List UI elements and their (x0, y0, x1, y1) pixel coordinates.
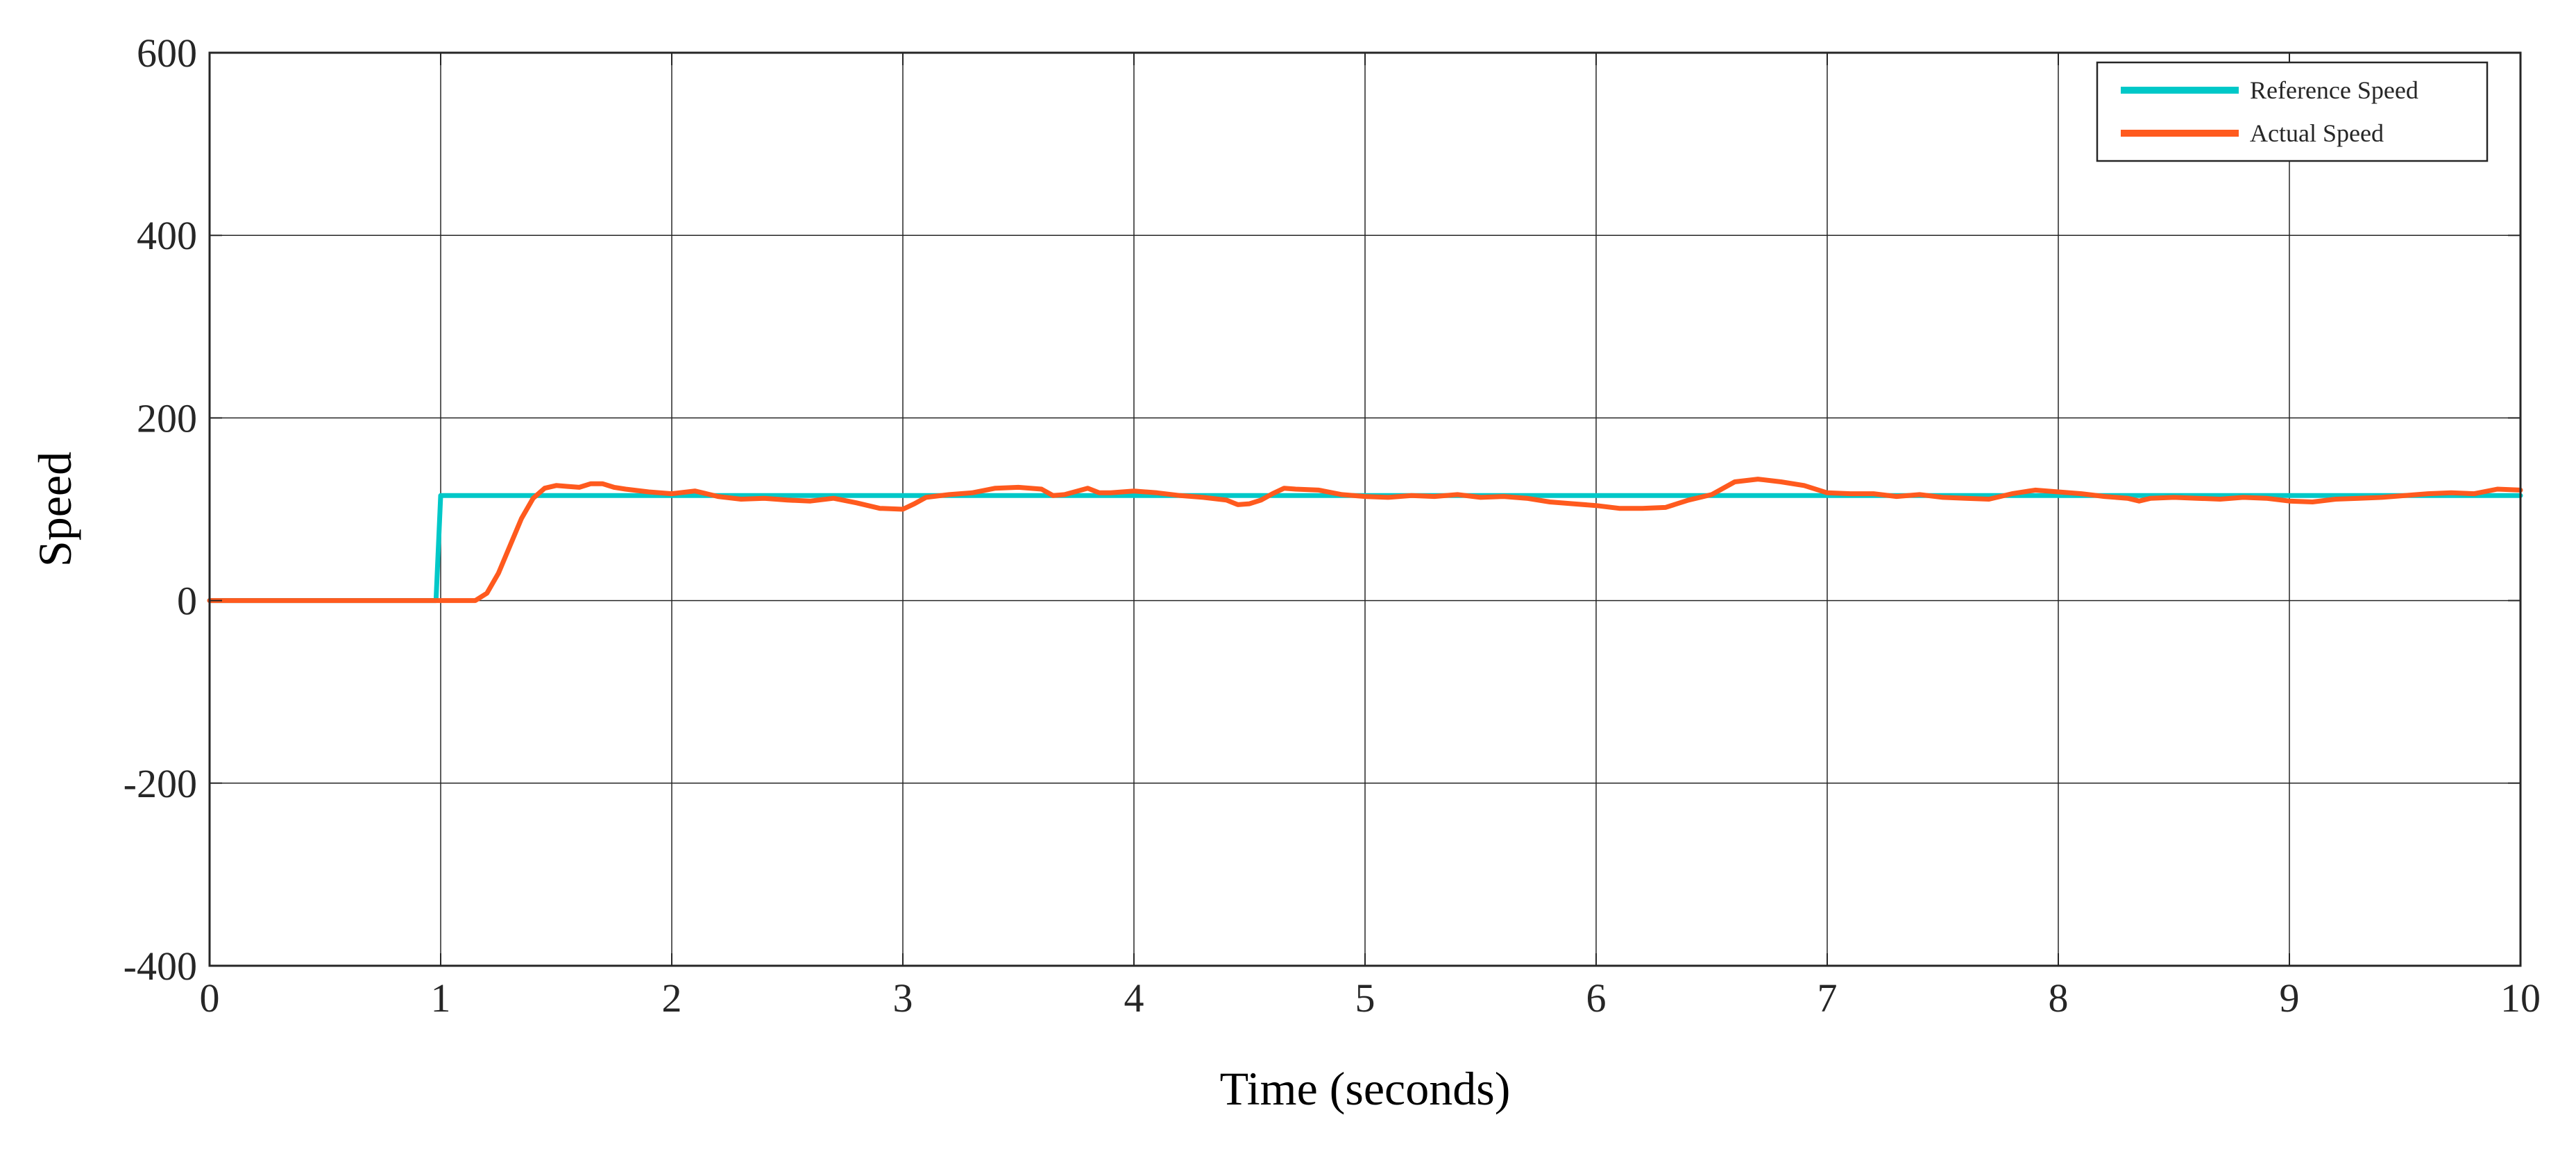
x-axis-label: Time (seconds) (1220, 1062, 1511, 1115)
y-tick-label: 600 (137, 31, 197, 76)
x-tick-label: 9 (2280, 975, 2300, 1021)
x-tick-label: 8 (2049, 975, 2069, 1021)
y-tick-label: -200 (124, 761, 197, 806)
x-tick-label: 3 (893, 975, 913, 1021)
tick-labels: 0 1 2 3 4 5 6 7 8 9 10 -400 -200 0 200 400 600 (124, 31, 2541, 1021)
legend-label-actual-speed: Actual Speed (2250, 119, 2384, 147)
x-tick-label: 1 (431, 975, 451, 1021)
x-tick-label: 5 (1355, 975, 1375, 1021)
y-axis-label: Speed (28, 452, 81, 567)
legend: Reference Speed Actual Speed (2096, 61, 2489, 162)
x-tick-label: 7 (1817, 975, 1838, 1021)
y-tick-label: 0 (177, 579, 197, 624)
x-tick-label: 10 (2500, 975, 2541, 1021)
legend-label-reference-speed: Reference Speed (2250, 76, 2418, 104)
grid-lines (210, 53, 2520, 966)
y-tick-label: 400 (137, 213, 197, 258)
y-tick-label: 200 (137, 395, 197, 441)
x-tick-label: 6 (1586, 975, 1607, 1021)
legend-box (2096, 61, 2489, 162)
x-tick-label: 4 (1124, 975, 1144, 1021)
x-tick-label: 2 (662, 975, 682, 1021)
x-tick-label: 0 (200, 975, 220, 1021)
series-layer (207, 477, 2523, 604)
y-tick-label: -400 (124, 944, 197, 989)
series-line-actual-speed (207, 477, 2523, 604)
